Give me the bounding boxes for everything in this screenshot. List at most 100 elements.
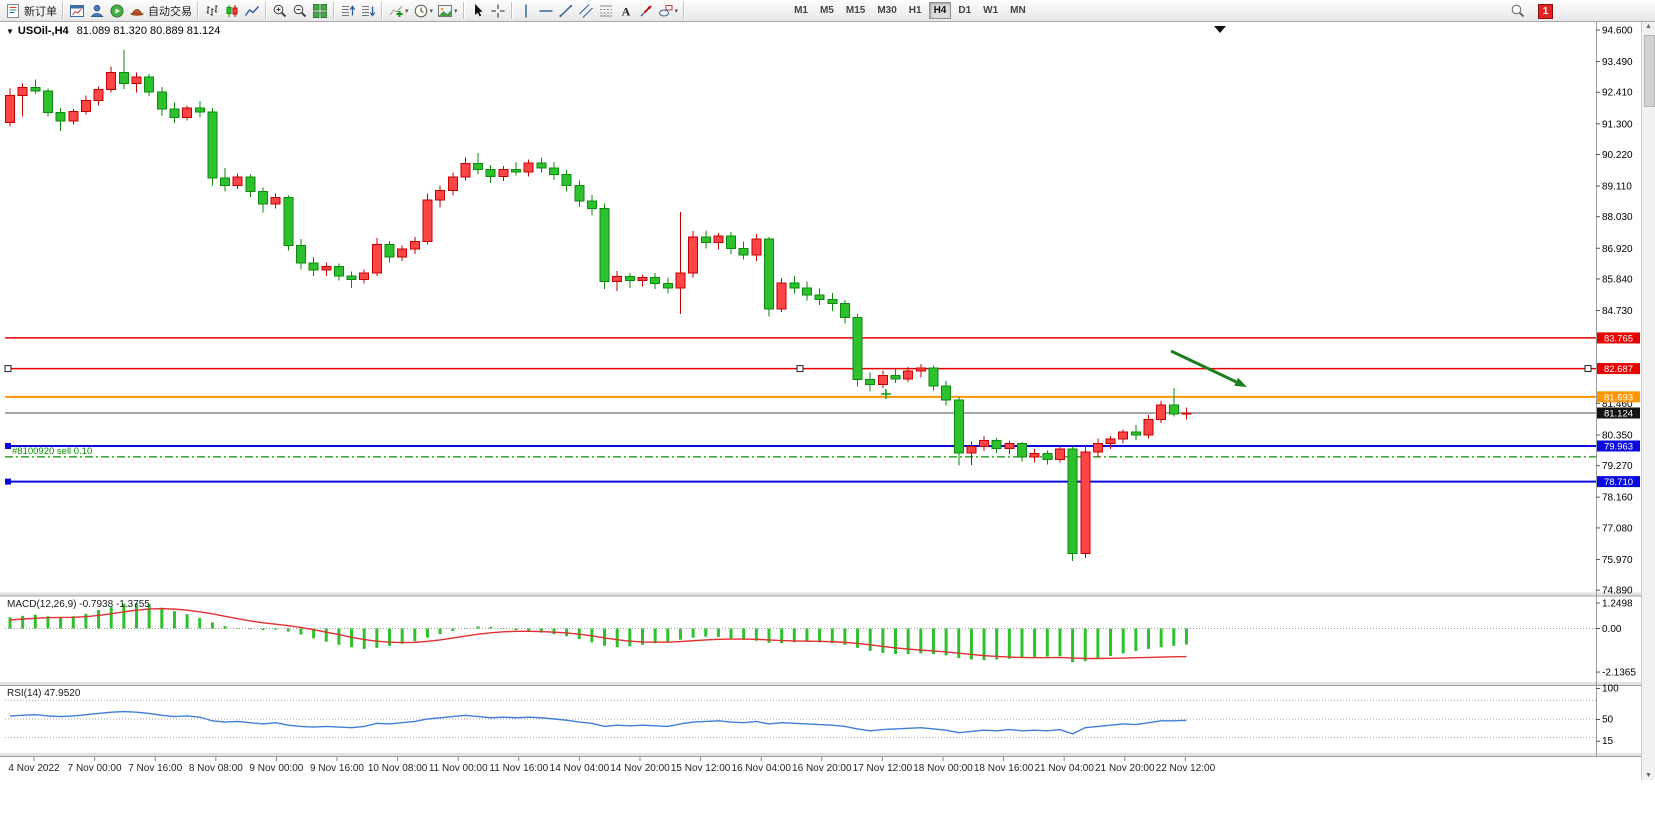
profile-button[interactable]: [87, 1, 107, 21]
tab-timeframe-m1[interactable]: M1: [794, 5, 808, 16]
zoom-in-button[interactable]: [270, 1, 290, 21]
vertical-line-button[interactable]: [516, 1, 536, 21]
toolbar-separator: [510, 2, 513, 19]
shapes-tool-icon: [658, 4, 673, 16]
rsi-line: [9, 710, 1187, 735]
rsi-label: RSI(14) 47.9520: [7, 688, 80, 699]
svg-text:89.110: 89.110: [1602, 182, 1632, 193]
auto-trading-button[interactable]: 自动交易: [127, 1, 194, 21]
tab-timeframe-h1[interactable]: H1: [908, 5, 922, 16]
candlestick-series: [5, 49, 1192, 561]
tab-timeframe-h4[interactable]: H4: [928, 2, 952, 19]
candlestick-chart-button[interactable]: [222, 1, 242, 21]
rsi-name: RSI(14): [7, 688, 42, 699]
arrows-tool-icon: [640, 4, 652, 16]
svg-text:85.840: 85.840: [1602, 274, 1633, 285]
horizontal-line-button[interactable]: [536, 1, 556, 21]
svg-text:9 Nov 16:00: 9 Nov 16:00: [310, 763, 364, 774]
new-order-label: 新订单: [24, 5, 57, 18]
search-button[interactable]: [1508, 1, 1528, 21]
channel-icon: [578, 3, 593, 18]
tab-timeframe-d1[interactable]: D1: [958, 5, 972, 16]
macd-label: MACD(12,26,9) -0.7938 -1.3755: [7, 599, 150, 610]
tab-timeframe-m30[interactable]: M30: [877, 5, 897, 16]
candlestick-chart-icon: [226, 4, 238, 17]
svg-text:75.970: 75.970: [1602, 555, 1633, 566]
autoscroll-marker-icon[interactable]: [1214, 26, 1226, 33]
new-order-button[interactable]: 新订单: [3, 1, 59, 21]
position-label: #8100920 sell 0.10: [12, 446, 92, 457]
fibonacci-button[interactable]: [596, 1, 616, 21]
toolbar-separator: [683, 2, 686, 19]
trend-arrow-annotation[interactable]: [1170, 349, 1247, 387]
arrange-down-button[interactable]: [358, 1, 378, 21]
svg-text:4 Nov 2022: 4 Nov 2022: [8, 763, 60, 774]
panel-separator[interactable]: [0, 752, 1641, 757]
svg-text:18 Nov 00:00: 18 Nov 00:00: [913, 763, 973, 774]
dropdown-icon: ▾: [405, 7, 409, 15]
svg-text:15 Nov 12:00: 15 Nov 12:00: [671, 763, 731, 774]
periods-button[interactable]: ▾: [411, 1, 436, 21]
tab-timeframe-m15[interactable]: M15: [845, 5, 866, 16]
svg-text:1.2498: 1.2498: [1602, 599, 1633, 610]
tab-timeframe-w1[interactable]: W1: [983, 5, 999, 16]
svg-text:7 Nov 16:00: 7 Nov 16:00: [128, 763, 182, 774]
text-tool-button[interactable]: A: [616, 1, 636, 21]
svg-text:77.080: 77.080: [1602, 523, 1633, 534]
scroll-down-icon[interactable]: ▼: [1645, 772, 1652, 779]
arrows-tool-button[interactable]: [636, 1, 656, 21]
time-axis: 4 Nov 2022 7 Nov 00:00 7 Nov 16:00 8 Nov 08…: [8, 757, 1216, 774]
line-handle: [1584, 365, 1592, 373]
macd-main-value: -0.7938: [79, 599, 114, 610]
scrollbar-thumb[interactable]: [1644, 35, 1655, 107]
line-handle: [4, 365, 12, 373]
crosshair-icon: [491, 4, 505, 17]
tab-timeframe-mn[interactable]: MN: [1010, 5, 1026, 16]
fibonacci-icon: [599, 5, 612, 16]
panel-separator[interactable]: [0, 591, 1641, 597]
indicators-button[interactable]: ▾: [386, 1, 411, 21]
horizontal-level-lines[interactable]: [4, 337, 1596, 485]
terminal-button[interactable]: [107, 1, 127, 21]
svg-text:91.300: 91.300: [1602, 119, 1633, 130]
scroll-up-icon[interactable]: ▲: [1645, 23, 1652, 30]
toolbar-separator: [197, 2, 199, 19]
line-chart-button[interactable]: [242, 1, 262, 21]
channel-button[interactable]: [576, 1, 596, 21]
profile-icon: [90, 4, 104, 17]
tile-windows-button[interactable]: [310, 1, 330, 21]
crosshair-button[interactable]: [488, 1, 508, 21]
arrange-up-button[interactable]: [338, 1, 358, 21]
vertical-scrollbar[interactable]: ▲ ▼: [1641, 22, 1655, 780]
svg-text:8 Nov 08:00: 8 Nov 08:00: [189, 763, 243, 774]
tab-timeframe-m5[interactable]: M5: [819, 5, 834, 16]
chart-window-icon: [70, 4, 84, 17]
svg-text:74.890: 74.890: [1602, 586, 1633, 597]
rsi-axis: 100 50 15: [1596, 684, 1619, 747]
templates-button[interactable]: ▾: [435, 1, 460, 21]
chart-window-button[interactable]: [67, 1, 87, 21]
trendline-button[interactable]: [556, 1, 576, 21]
svg-text:83.765: 83.765: [1604, 333, 1633, 344]
chart-collapse-icon[interactable]: ▼: [6, 26, 14, 36]
svg-text:21 Nov 04:00: 21 Nov 04:00: [1034, 763, 1094, 774]
chart-header: ▼ USOil-,H4 81.089 81.320 80.889 81.124: [6, 25, 220, 37]
add-indicator-icon: [389, 5, 403, 17]
line-chart-icon: [244, 5, 260, 16]
clock-icon: [414, 4, 427, 17]
cursor-icon: [474, 3, 483, 16]
svg-text:17 Nov 12:00: 17 Nov 12:00: [853, 763, 913, 774]
svg-text:80.350: 80.350: [1602, 430, 1633, 441]
zoom-out-button[interactable]: [290, 1, 310, 21]
bar-chart-button[interactable]: [202, 1, 222, 21]
panel-separator[interactable]: [0, 681, 1641, 686]
dropdown-icon: ▾: [674, 7, 679, 15]
cursor-button[interactable]: [468, 1, 488, 21]
arrange-down-icon: [362, 5, 376, 17]
expert-advisor-icon: [130, 8, 144, 16]
toolbar: 新订单 自动交易: [0, 0, 1655, 22]
shapes-tool-button[interactable]: ▾: [656, 1, 681, 21]
svg-text:79.963: 79.963: [1604, 441, 1633, 452]
notification-badge[interactable]: 1: [1538, 3, 1553, 19]
